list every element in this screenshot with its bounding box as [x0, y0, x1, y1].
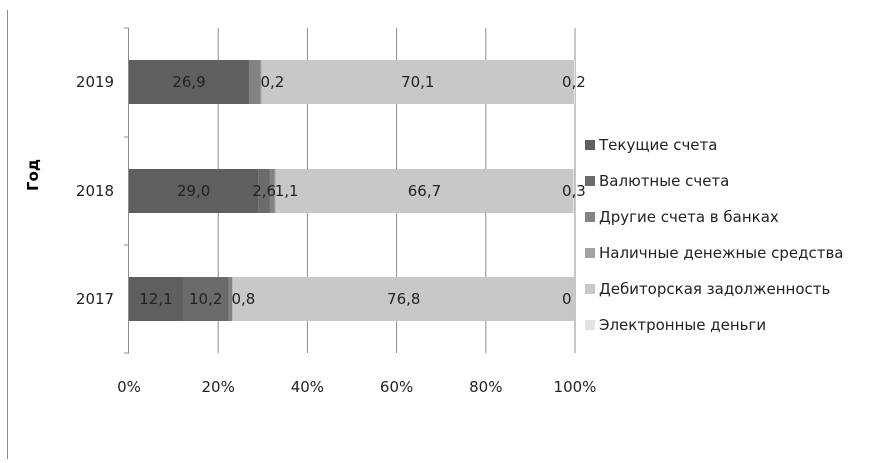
data-label: 76,8	[387, 290, 420, 308]
data-label: 0,3	[562, 182, 586, 200]
data-label: 0	[562, 290, 572, 308]
legend-entry: Валютные счета	[599, 172, 729, 190]
bar-segment	[232, 277, 576, 321]
x-tick-label: 100%	[554, 378, 597, 396]
data-label: 1,1	[275, 182, 299, 200]
bar-segment	[261, 60, 575, 104]
data-label: 0,8	[231, 290, 255, 308]
data-label: 0,2	[260, 73, 284, 91]
bar-segment	[228, 277, 233, 321]
legend-swatch	[585, 248, 595, 258]
bar-segment	[232, 277, 233, 321]
bar-segment	[129, 277, 183, 321]
legend-swatch	[585, 212, 595, 222]
legend-entry: Электронные деньги	[599, 316, 766, 334]
bar-segment	[248, 60, 261, 104]
data-label: 26,9	[172, 73, 205, 91]
data-label: 10,2	[189, 290, 222, 308]
legend-entry: Другие счета в банках	[599, 208, 779, 226]
data-label: 29,0	[177, 182, 210, 200]
axes	[124, 27, 129, 354]
bars	[129, 60, 576, 321]
tick-labels: 0% 20% 40% 60% 80% 100% 2019 2018 2017	[76, 73, 597, 396]
bar-segment	[129, 60, 249, 104]
data-label: 0,2	[562, 73, 586, 91]
legend-swatch	[585, 320, 595, 330]
data-label: 2,6	[252, 182, 276, 200]
y-tick-label: 2019	[76, 73, 114, 91]
legend-entry: Текущие счета	[598, 136, 717, 154]
bar-segment	[275, 169, 574, 213]
legend: Текущие счета Валютные счета Другие счета …	[585, 136, 844, 334]
bar-segment	[182, 277, 229, 321]
x-tick-label: 60%	[380, 378, 413, 396]
data-labels: 26,9 0,2 70,1 0,2 29,0 2,61,1 66,7 0,3 12,1 10,2 0…	[139, 73, 586, 308]
bar-segment	[573, 169, 575, 213]
chart-frame-edge	[7, 10, 8, 459]
legend-swatch	[585, 284, 595, 294]
x-tick-label: 0%	[117, 378, 141, 396]
y-tick-label: 2018	[76, 182, 114, 200]
y-tick-label: 2017	[76, 290, 114, 308]
bar-segment	[269, 169, 275, 213]
x-tick-label: 40%	[291, 378, 324, 396]
bar-segment	[258, 169, 270, 213]
bar-segment	[574, 60, 575, 104]
x-tick-label: 20%	[202, 378, 235, 396]
y-axis-title: Год	[24, 159, 42, 191]
bar-segment	[274, 169, 276, 213]
x-tick-label: 80%	[469, 378, 502, 396]
bar-segment	[260, 60, 262, 104]
bar-segment	[129, 169, 259, 213]
legend-swatch	[585, 176, 595, 186]
data-label: 12,1	[139, 290, 172, 308]
legend-entry: Наличные денежные средства	[599, 244, 844, 262]
legend-swatch	[585, 140, 595, 150]
data-label: 70,1	[401, 73, 434, 91]
data-label: 66,7	[408, 182, 441, 200]
legend-entry: Дебиторская задолженность	[599, 280, 830, 298]
